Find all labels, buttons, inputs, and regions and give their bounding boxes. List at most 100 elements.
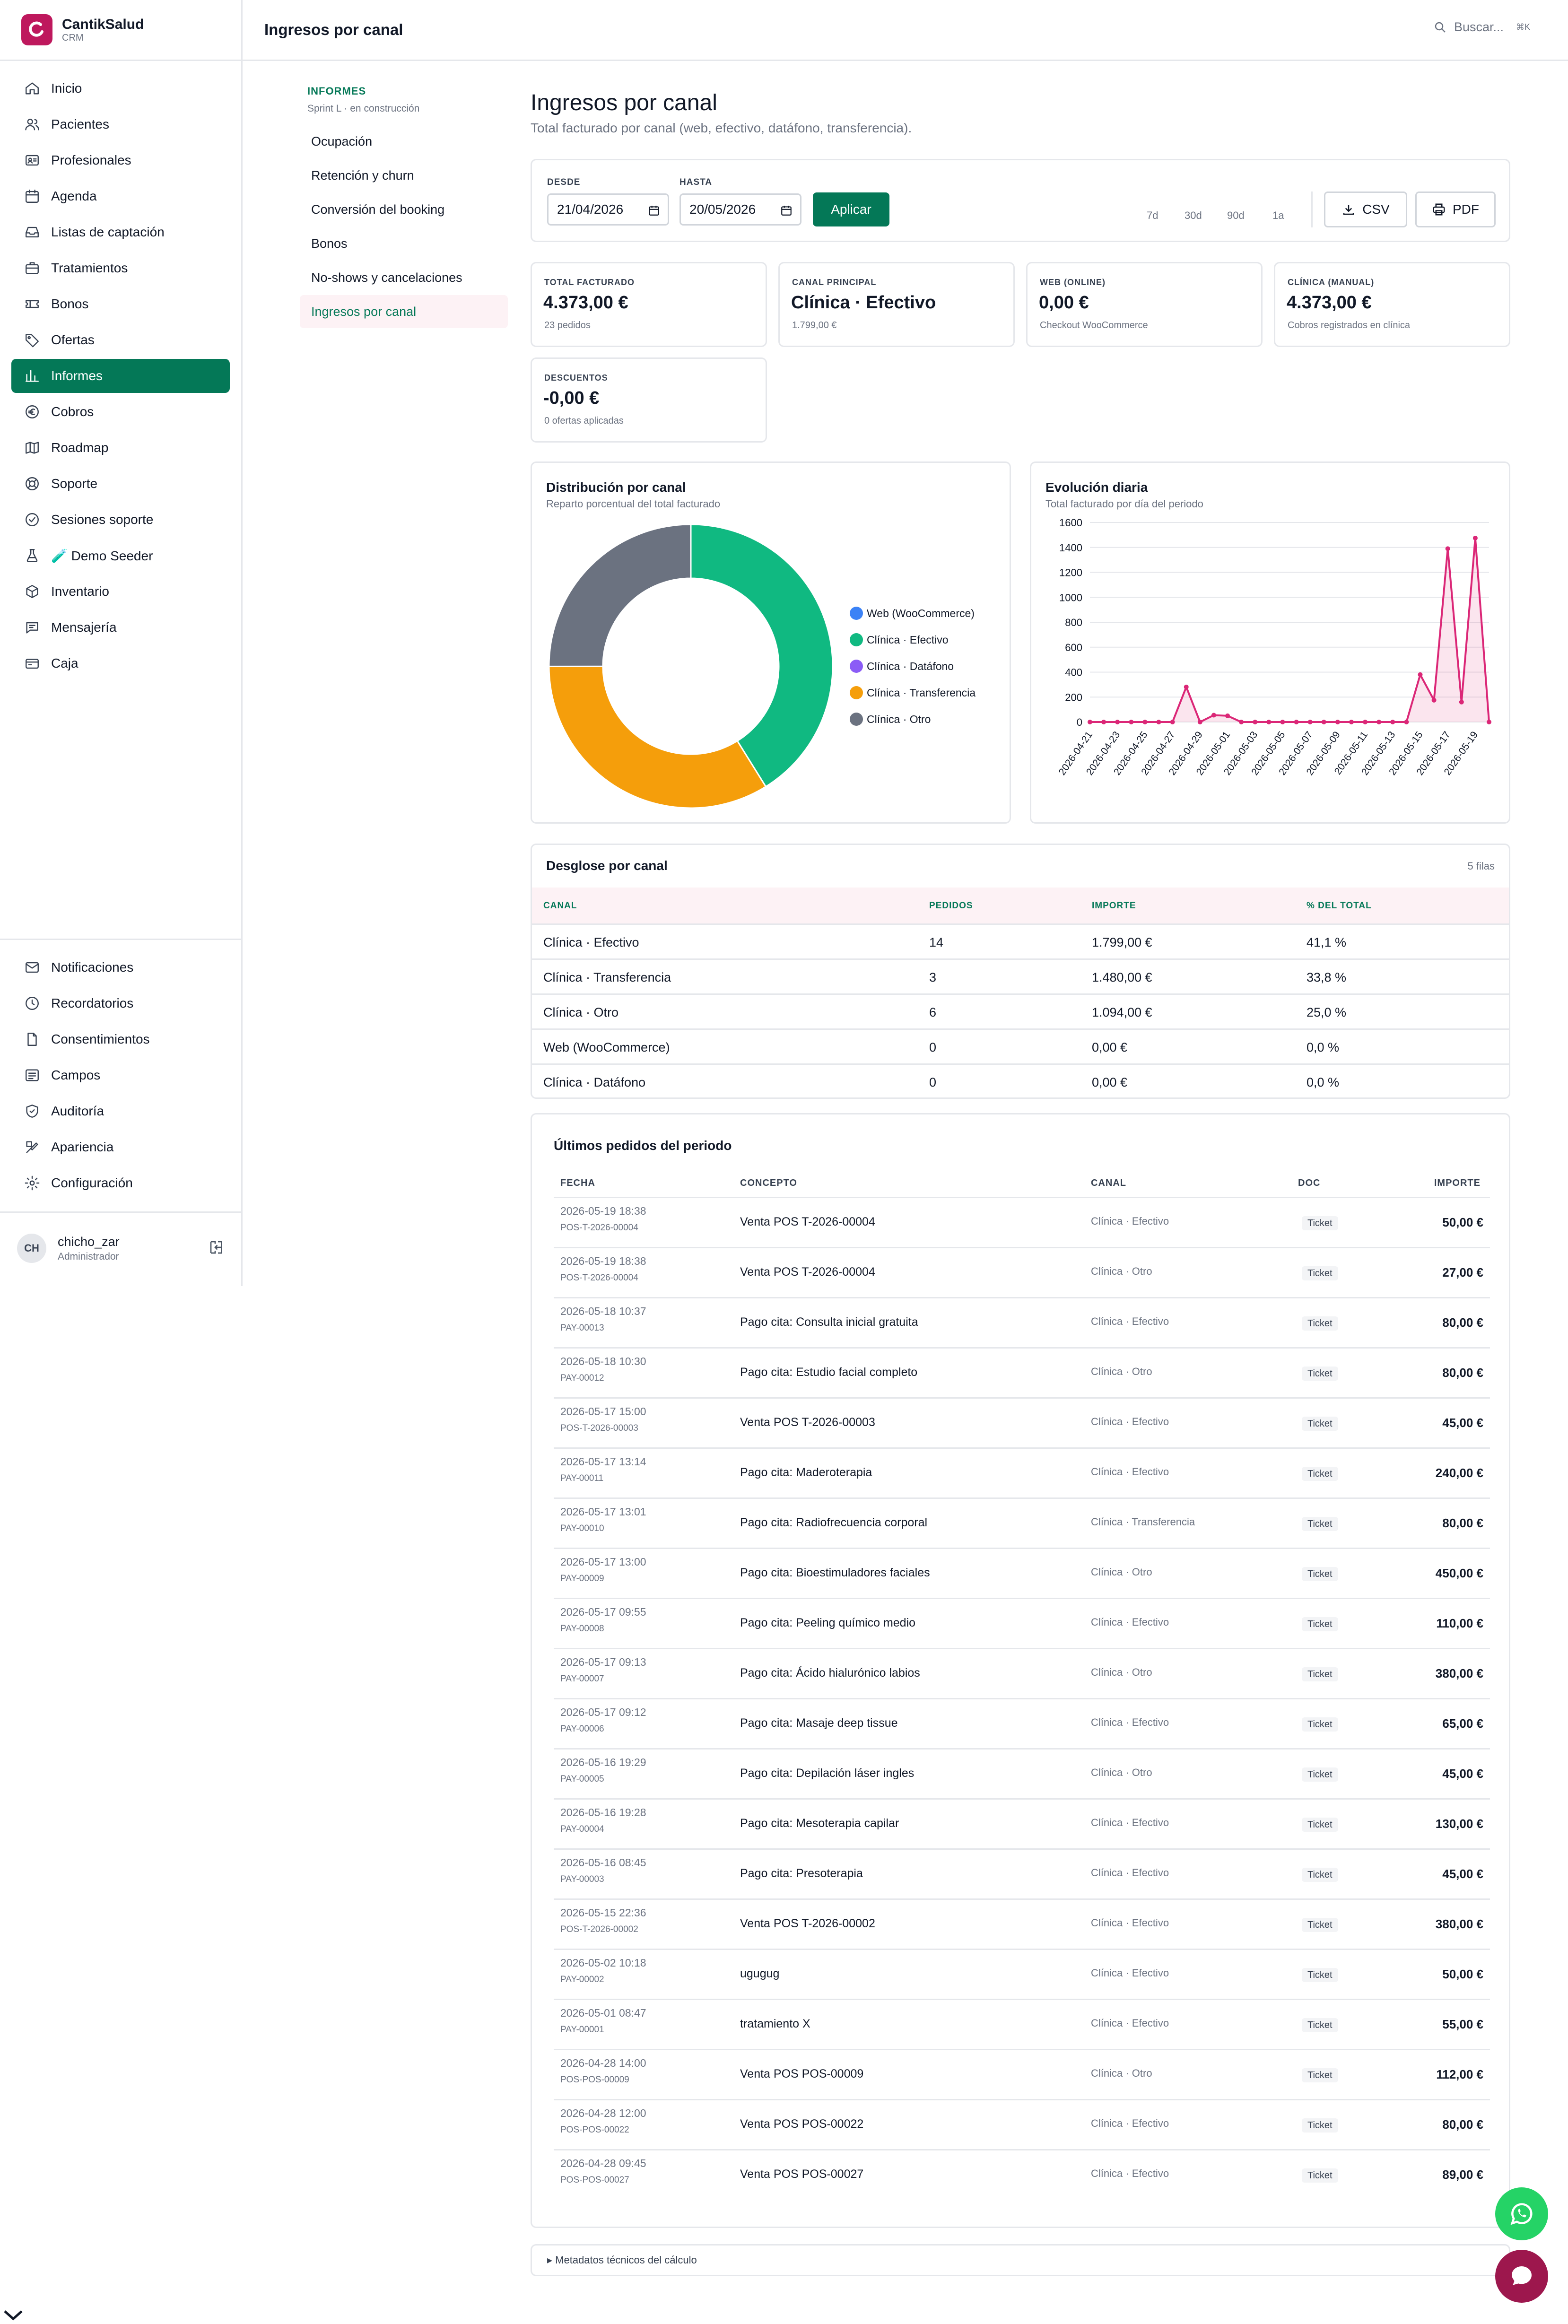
order-row[interactable]: 2026-05-19 18:38 POS-T-2026-00004 Venta PO… [554, 1197, 1490, 1248]
order-row[interactable]: 2026-05-02 10:18 PAY-00002 ugugug Clínica ·… [554, 1949, 1490, 2000]
document-badge[interactable]: Ticket [1302, 1968, 1338, 1982]
document-badge[interactable]: Ticket [1302, 2068, 1338, 2082]
document-badge[interactable]: Ticket [1302, 2018, 1338, 2032]
sidebar-item-tratamientos[interactable]: Tratamientos [11, 251, 230, 285]
legend-item[interactable]: Clínica · Transferencia [850, 679, 976, 706]
order-row[interactable]: 2026-04-28 12:00 POS-POS-00022 Venta POS P… [554, 2099, 1490, 2150]
csv-label[interactable]: CSV [1362, 202, 1390, 217]
pdf-export-button[interactable]: PDF [1415, 191, 1496, 227]
sidebar-item-sesiones-soporte[interactable]: Sesiones soporte [11, 503, 230, 537]
legend-item[interactable]: Clínica · Otro [850, 706, 976, 732]
sidebar-item-recordatorios[interactable]: Recordatorios [11, 986, 230, 1020]
document-badge[interactable]: Ticket [1302, 1717, 1338, 1732]
column-header[interactable]: IMPORTE [1092, 901, 1136, 911]
hasta-date-input[interactable]: 20/05/2026 [679, 193, 801, 226]
logout-icon[interactable] [208, 1239, 225, 1258]
subnav-item[interactable]: Retención y churn [311, 168, 414, 183]
document-badge[interactable]: Ticket [1302, 1918, 1338, 1932]
sidebar-item-roadmap[interactable]: Roadmap [11, 431, 230, 465]
order-row[interactable]: 2026-05-18 10:37 PAY-00013 Pago cita: Cons… [554, 1297, 1490, 1349]
document-badge[interactable]: Ticket [1302, 1266, 1338, 1280]
document-badge[interactable]: Ticket [1302, 1467, 1338, 1481]
order-row[interactable]: 2026-05-17 09:13 PAY-00007 Pago cita: Ácid… [554, 1648, 1490, 1699]
sidebar-item-notificaciones[interactable]: Notificaciones [11, 950, 230, 984]
quick-range-90d[interactable]: 90d [1227, 209, 1245, 221]
pdf-label[interactable]: PDF [1453, 202, 1479, 217]
subnav-item[interactable]: Conversión del booking [311, 202, 445, 217]
order-row[interactable]: 2026-05-16 19:29 PAY-00005 Pago cita: Depi… [554, 1748, 1490, 1800]
order-row[interactable]: 2026-05-19 18:38 POS-T-2026-00004 Venta PO… [554, 1247, 1490, 1298]
sidebar-item-auditori-a[interactable]: Auditoría [11, 1094, 230, 1128]
sidebar-item-configuracio-n[interactable]: Configuración [11, 1166, 230, 1200]
csv-export-button[interactable]: CSV [1324, 191, 1407, 227]
document-badge[interactable]: Ticket [1302, 2118, 1338, 2133]
column-header[interactable]: PEDIDOS [929, 901, 973, 911]
sidebar-item-demo-seeder[interactable]: 🧪 Demo Seeder [11, 539, 230, 573]
apply-button[interactable]: Aplicar [813, 192, 889, 226]
chat-button[interactable] [1495, 2250, 1548, 2303]
sidebar-item-campos[interactable]: Campos [11, 1058, 230, 1092]
document-badge[interactable]: Ticket [1302, 1767, 1338, 1782]
whatsapp-button[interactable] [1495, 2187, 1548, 2240]
sidebar-item-mensajeri-a[interactable]: Mensajería [11, 610, 230, 644]
legend-item[interactable]: Clínica · Datáfono [850, 653, 976, 679]
calendar-icon[interactable] [780, 204, 793, 217]
sidebar-item-apariencia[interactable]: Apariencia [11, 1130, 230, 1164]
column-header[interactable]: FECHA [560, 1178, 595, 1188]
sidebar-item-listas-de-captacio-n[interactable]: Listas de captación [11, 215, 230, 249]
document-badge[interactable]: Ticket [1302, 1667, 1338, 1681]
sidebar-item-ofertas[interactable]: Ofertas [11, 323, 230, 357]
sidebar-item-soporte[interactable]: Soporte [11, 467, 230, 501]
document-badge[interactable]: Ticket [1302, 1517, 1338, 1531]
sidebar-item-inventario[interactable]: Inventario [11, 574, 230, 609]
column-header[interactable]: CANAL [543, 901, 577, 911]
sidebar-item-pacientes[interactable]: Pacientes [11, 107, 230, 141]
sidebar-item-profesionales[interactable]: Profesionales [11, 143, 230, 177]
document-badge[interactable]: Ticket [1302, 1868, 1338, 1882]
document-badge[interactable]: Ticket [1302, 1617, 1338, 1631]
order-row[interactable]: 2026-05-15 22:36 POS-T-2026-00002 Venta PO… [554, 1898, 1490, 1950]
subnav-item[interactable]: Bonos [311, 236, 348, 251]
order-row[interactable]: 2026-05-17 09:55 PAY-00008 Pago cita: Peel… [554, 1598, 1490, 1649]
quick-range-1a[interactable]: 1a [1272, 209, 1284, 221]
column-header[interactable]: IMPORTE [1434, 1178, 1481, 1188]
document-badge[interactable]: Ticket [1302, 1417, 1338, 1431]
order-row[interactable]: 2026-04-28 09:45 POS-POS-00027 Venta POS P… [554, 2149, 1490, 2201]
document-badge[interactable]: Ticket [1302, 1316, 1338, 1331]
chevron-down-icon[interactable] [3, 2308, 24, 2324]
desde-date-input[interactable]: 21/04/2026 [547, 193, 669, 226]
document-badge[interactable]: Ticket [1302, 1367, 1338, 1381]
sidebar-item-informes[interactable]: Informes [11, 359, 230, 393]
search-placeholder[interactable]: Buscar... [1454, 20, 1504, 34]
sidebar-item-bonos[interactable]: Bonos [11, 287, 230, 321]
order-row[interactable]: 2026-05-01 08:47 PAY-00001 tratamiento X Cl… [554, 1999, 1490, 2050]
order-row[interactable]: 2026-05-16 08:45 PAY-00003 Pago cita: Pres… [554, 1848, 1490, 1900]
order-row[interactable]: 2026-05-17 13:01 PAY-00010 Pago cita: Radi… [554, 1497, 1490, 1549]
brand[interactable]: CantikSalud CRM [21, 14, 144, 45]
document-badge[interactable]: Ticket [1302, 1216, 1338, 1230]
order-row[interactable]: 2026-05-17 13:00 PAY-00009 Pago cita: Bioe… [554, 1548, 1490, 1599]
column-header[interactable]: DOC [1298, 1178, 1321, 1188]
legend-item[interactable]: Clínica · Efectivo [850, 627, 976, 653]
document-badge[interactable]: Ticket [1302, 2168, 1338, 2183]
sidebar-item-caja[interactable]: Caja [11, 646, 230, 680]
order-row[interactable]: 2026-05-17 13:14 PAY-00011 Pago cita: Made… [554, 1447, 1490, 1499]
order-row[interactable]: 2026-05-16 19:28 PAY-00004 Pago cita: Meso… [554, 1798, 1490, 1850]
order-row[interactable]: 2026-05-17 15:00 POS-T-2026-00003 Venta PO… [554, 1397, 1490, 1449]
sidebar-item-cobros[interactable]: Cobros [11, 395, 230, 429]
legend-item[interactable]: Web (WooCommerce) [850, 600, 976, 627]
sidebar-item-agenda[interactable]: Agenda [11, 179, 230, 213]
search-box[interactable]: Buscar... ⌘K [1433, 20, 1530, 35]
column-header[interactable]: % DEL TOTAL [1307, 901, 1372, 911]
desde-value[interactable]: 21/04/2026 [557, 202, 624, 217]
quick-range-30d[interactable]: 30d [1185, 209, 1202, 221]
quick-range-7d[interactable]: 7d [1147, 209, 1159, 221]
column-header[interactable]: CONCEPTO [740, 1178, 797, 1188]
sidebar-item-inicio[interactable]: Inicio [11, 71, 230, 105]
document-badge[interactable]: Ticket [1302, 1567, 1338, 1581]
metadata-toggle[interactable]: ▸ Metadatos técnicos del cálculo [547, 2254, 697, 2266]
subnav-item[interactable]: Ingresos por canal [300, 295, 508, 328]
metadata-disclosure[interactable]: ▸ Metadatos técnicos del cálculo [531, 2244, 1510, 2276]
hasta-value[interactable]: 20/05/2026 [689, 202, 756, 217]
column-header[interactable]: CANAL [1091, 1178, 1126, 1188]
